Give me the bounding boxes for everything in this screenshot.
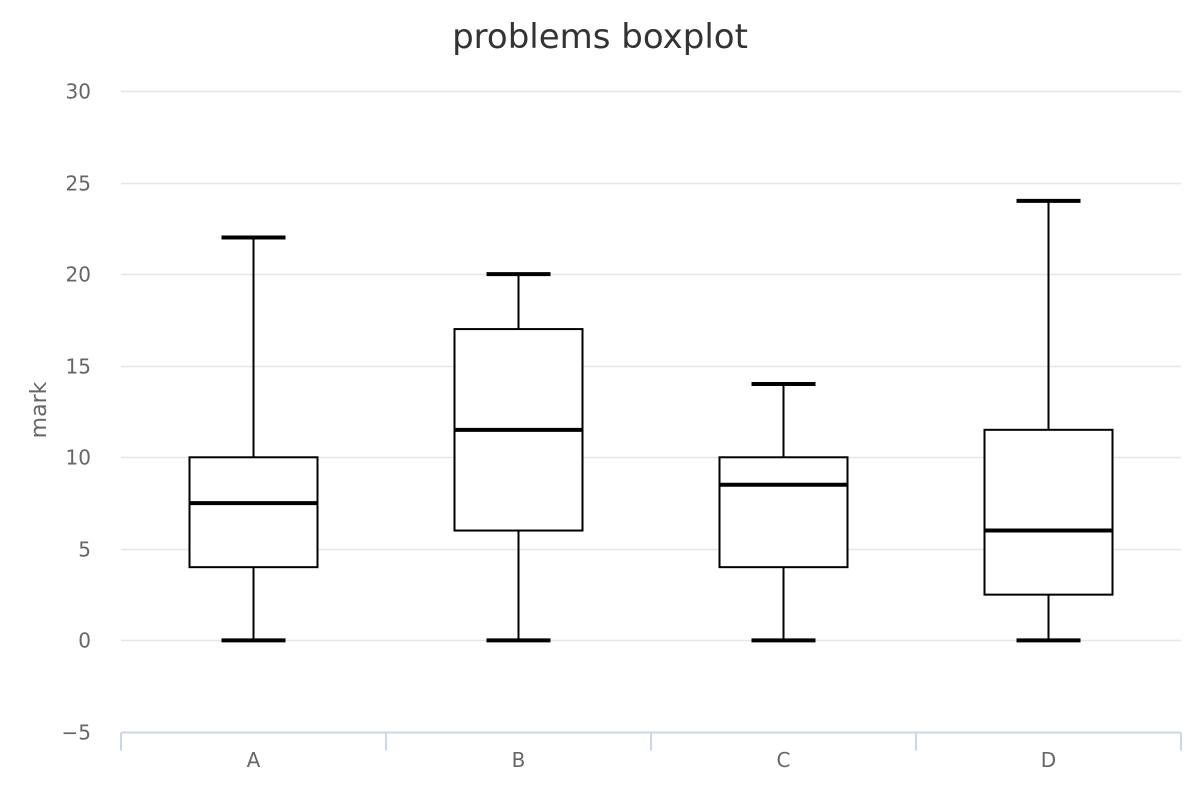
iqr-box-A xyxy=(188,456,319,569)
x-tick-label-A: A xyxy=(247,748,261,772)
y-tick-label-2: 5 xyxy=(78,538,91,562)
box-A xyxy=(188,235,319,643)
iqr-box-D xyxy=(983,428,1114,596)
y-tick-label-0: −5 xyxy=(62,721,91,745)
y-tick-label-4: 15 xyxy=(66,355,91,379)
iqr-box-C xyxy=(718,456,849,569)
chart-title: problems boxplot xyxy=(452,17,748,57)
x-tick-label-B: B xyxy=(512,748,526,772)
y-tick-label-3: 10 xyxy=(66,446,91,470)
y-tick-label-5: 20 xyxy=(66,263,91,287)
y-axis-ticks: −5 0 5 10 15 20 25 30 xyxy=(62,80,91,745)
y-tick-label-6: 25 xyxy=(66,172,91,196)
y-axis-label: mark xyxy=(27,381,52,438)
y-tick-label-1: 0 xyxy=(78,629,91,653)
box-B xyxy=(453,272,584,643)
x-tick-label-D: D xyxy=(1041,748,1056,772)
box-D xyxy=(983,198,1114,643)
x-tick-label-C: C xyxy=(777,748,791,772)
box-C xyxy=(718,382,849,643)
x-axis: A B C D xyxy=(120,731,1182,772)
boxes xyxy=(188,198,1114,643)
y-tick-label-7: 30 xyxy=(66,80,91,104)
